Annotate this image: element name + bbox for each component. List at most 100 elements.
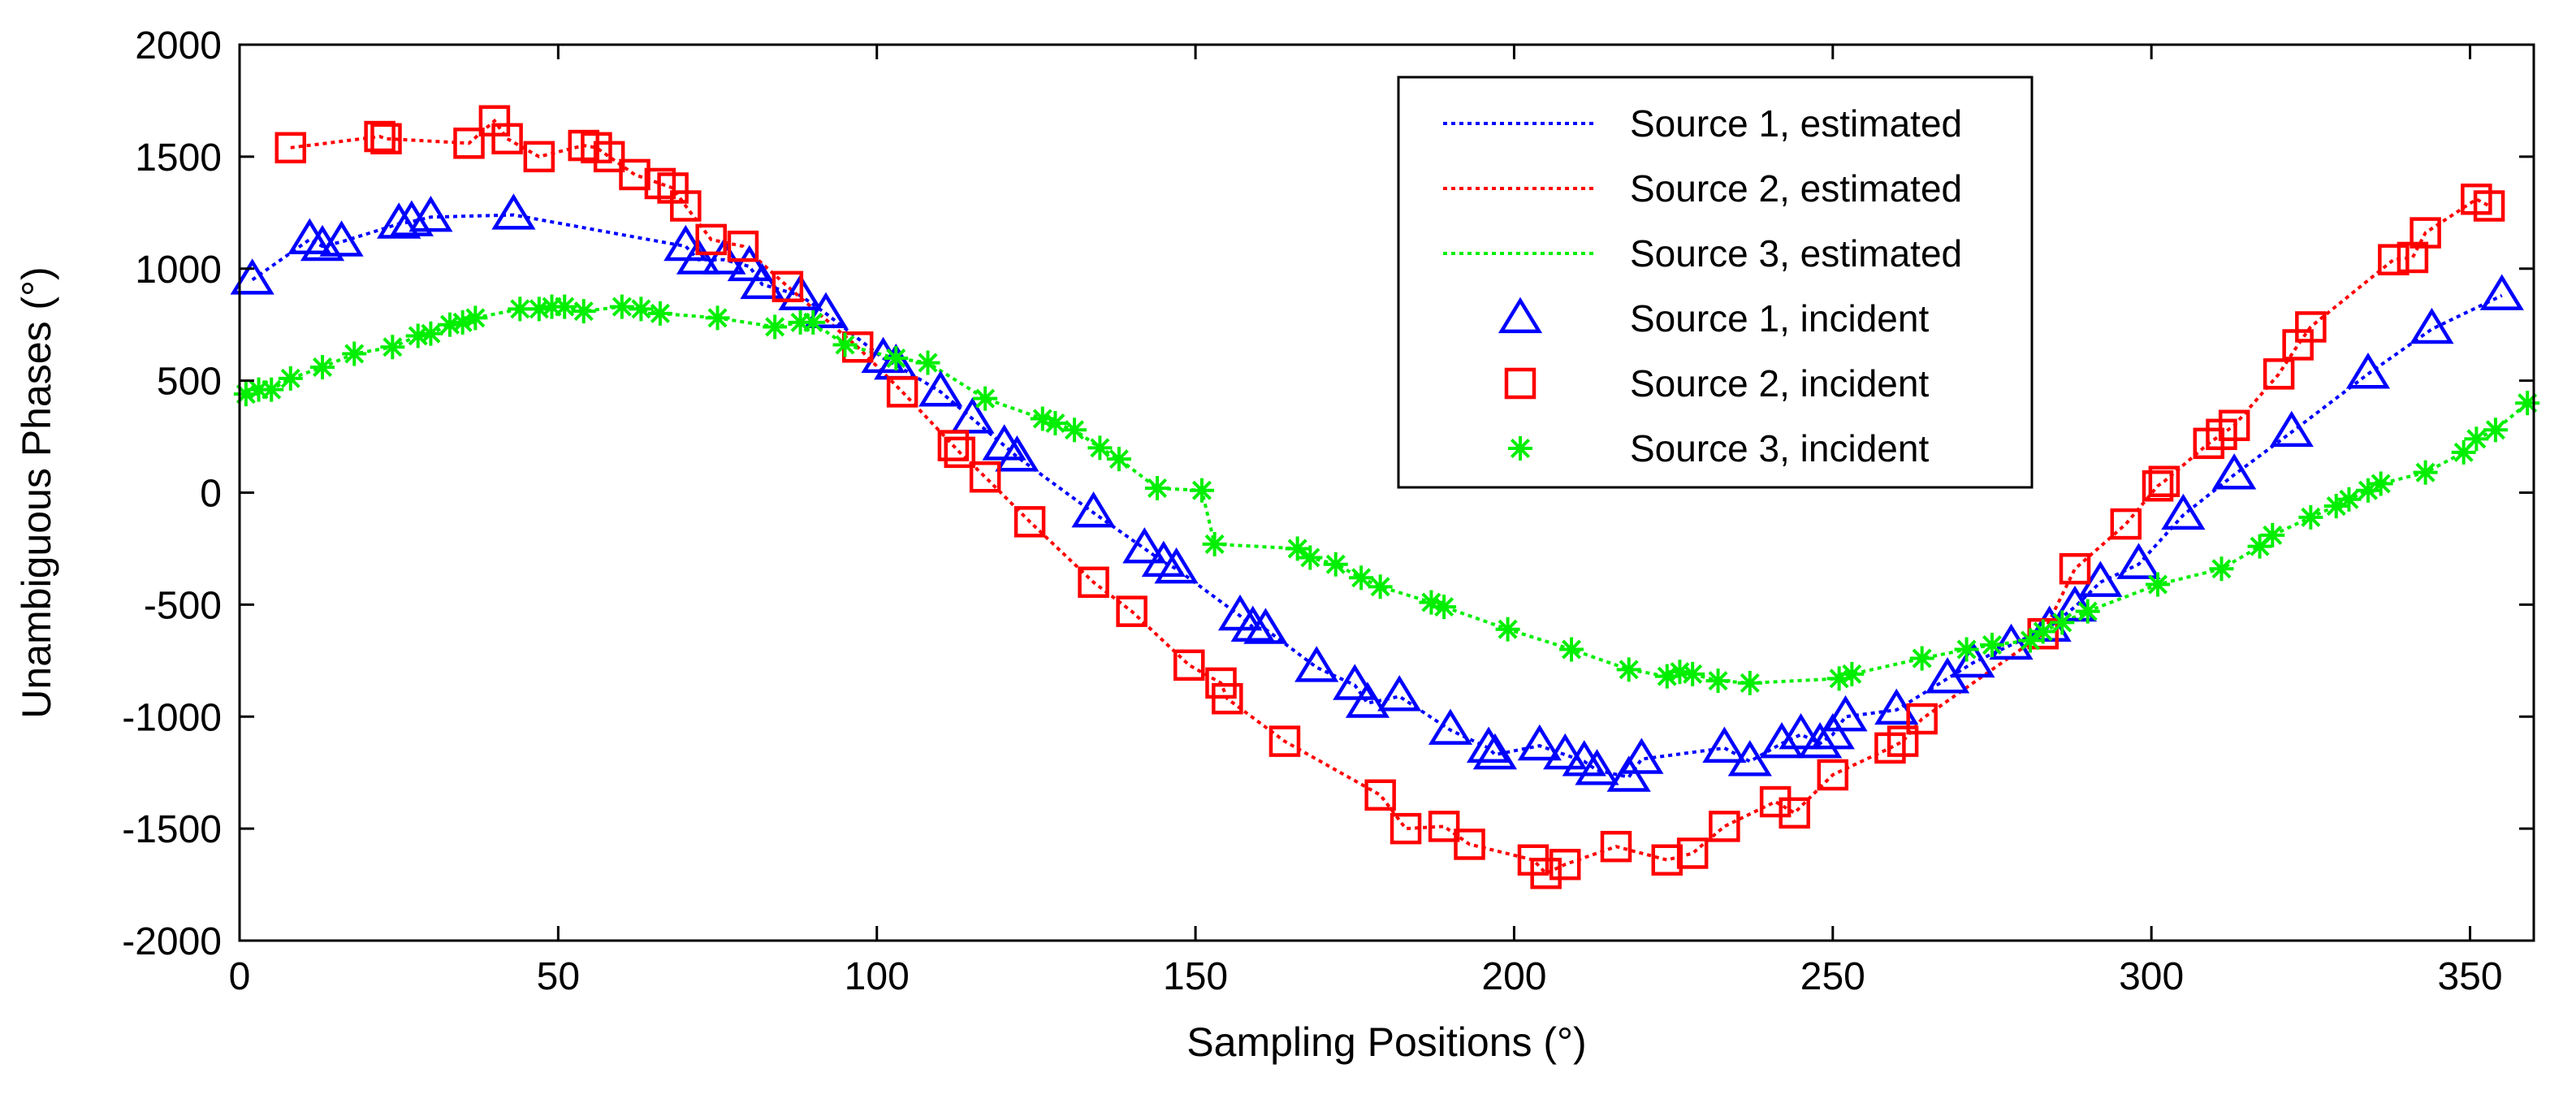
series-3-point <box>832 332 858 357</box>
series-1-point <box>2078 560 2123 597</box>
series-2-point <box>2295 311 2327 343</box>
plot-frame <box>238 43 2535 942</box>
series-2-point <box>1887 725 1919 757</box>
series-3-point <box>571 299 596 324</box>
series-3-point <box>2018 628 2043 653</box>
series-3-point <box>1559 637 1584 662</box>
series-1-point <box>1217 594 1263 631</box>
series-2-point <box>1817 759 1849 791</box>
series-2-point <box>2473 190 2505 222</box>
series-markers-layer <box>230 105 2540 889</box>
series-3-point <box>1323 552 1348 577</box>
legend-items: Source 1, estimated Source 2, estimated So… <box>1443 102 1962 469</box>
series-3-point <box>2515 391 2540 416</box>
series-2-point <box>1779 797 1810 829</box>
series-3-point <box>2355 478 2380 503</box>
series-2-point <box>1549 848 1581 880</box>
series-3-point <box>2413 460 2438 485</box>
series-1-point <box>1575 749 1619 785</box>
series-1-point <box>1122 527 1167 564</box>
series-3-point <box>1285 536 1310 561</box>
series-3-point <box>552 294 577 319</box>
series-2-point <box>1269 725 1301 757</box>
series-2-point <box>491 123 523 155</box>
series-2-point <box>969 461 1001 493</box>
series-1-point <box>491 193 536 230</box>
series-3-point <box>2030 619 2055 644</box>
series-1-point <box>918 370 963 407</box>
series-3-point <box>1705 668 1731 694</box>
series-3-point <box>1145 475 1169 500</box>
series-2-point <box>1709 811 1740 842</box>
series-1-point <box>2116 543 2161 579</box>
series-1-point <box>1154 547 1199 584</box>
legend-label: Source 3, estimated <box>1630 232 1962 275</box>
y-tick-label: 1000 <box>135 249 222 292</box>
series-2-point <box>364 120 395 153</box>
series-2-point <box>2148 465 2181 497</box>
series-3-point <box>2146 572 2171 597</box>
series-1-point <box>1810 712 1855 750</box>
series-1-point <box>300 224 345 262</box>
ticks-layer: 0 50 100 150 200 250 300 350 -2000 -1500 -1000 -500… <box>122 24 2534 998</box>
series-2-point <box>274 132 307 164</box>
series-2-point <box>523 141 555 173</box>
series-1-point <box>2052 585 2098 622</box>
legend-label: Source 1, incident <box>1630 297 1929 340</box>
series-3-point <box>915 350 940 375</box>
series-2-point <box>1116 595 1148 627</box>
series-3-point <box>609 294 634 319</box>
series-3-point <box>1979 633 2004 658</box>
series-2-point <box>1173 649 1205 681</box>
series-1-point <box>1823 694 1868 732</box>
legend-box <box>1397 76 2034 489</box>
series-2-point <box>886 376 918 408</box>
series-3-point <box>526 296 551 322</box>
series-2-point <box>1676 837 1709 869</box>
series-1-point <box>1619 738 1664 774</box>
series-3-point <box>259 377 284 402</box>
series-2-point <box>1651 844 1683 876</box>
series-1-point <box>1727 740 1772 777</box>
x-tick-label: 150 <box>1163 955 1228 998</box>
series-3-point <box>801 309 826 335</box>
legend-label: Source 2, incident <box>1630 362 1929 405</box>
series-3-point <box>2209 556 2234 582</box>
series-2-point <box>1212 682 1243 715</box>
series-2-point <box>2218 409 2250 442</box>
series-3-point <box>1298 545 1323 570</box>
series-3-point <box>1106 447 1131 472</box>
series-1-point <box>740 262 784 300</box>
series-2-point <box>2110 508 2142 540</box>
series-3-point <box>1368 574 1393 599</box>
series-3-point <box>2336 487 2362 512</box>
series-3-point <box>884 346 909 371</box>
legend: Source 1, estimated Source 2, estimated So… <box>1397 76 2034 489</box>
series-1-point <box>1333 664 1377 700</box>
x-tick-label: 300 <box>2119 955 2184 998</box>
series-2-point <box>619 158 650 191</box>
series-1-point <box>2269 410 2314 448</box>
series-1-point <box>377 202 421 239</box>
series-3-point <box>342 341 367 366</box>
legend-label: Source 1, estimated <box>1630 102 1962 145</box>
series-2-point <box>1906 703 1938 735</box>
y-tick-label: 0 <box>200 473 222 516</box>
series-2-point <box>1530 858 1562 889</box>
series-1-point <box>950 397 995 434</box>
series-3-estimated-line <box>245 305 2529 685</box>
series-2-point <box>772 270 804 303</box>
series-2-point <box>1014 506 1046 538</box>
series-3-point <box>2298 504 2323 530</box>
series-1-point <box>702 238 746 275</box>
series-2-point <box>2142 469 2174 502</box>
series-3-point <box>763 314 788 340</box>
series-1-point <box>1230 605 1275 643</box>
series-1-point <box>1606 755 1651 792</box>
series-2-point <box>453 128 485 159</box>
series-1-point <box>2345 353 2391 389</box>
series-3-point <box>1616 657 1641 682</box>
y-tick-label: -500 <box>144 584 222 627</box>
